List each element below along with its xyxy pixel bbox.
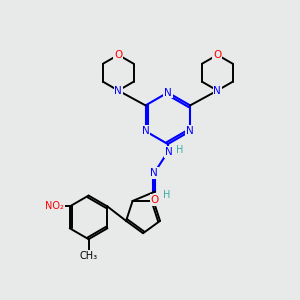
Text: H: H (176, 145, 183, 155)
Text: NO₂: NO₂ (45, 202, 64, 212)
Text: N: N (150, 168, 158, 178)
Text: O: O (114, 50, 122, 60)
Text: H: H (163, 190, 170, 200)
Text: N: N (214, 85, 221, 96)
Text: N: N (164, 88, 172, 98)
Text: CH₃: CH₃ (80, 251, 98, 261)
Text: O: O (150, 195, 159, 205)
Text: N: N (165, 147, 173, 157)
Text: N: N (186, 126, 194, 136)
Text: N: N (114, 85, 122, 96)
Text: O: O (213, 50, 221, 60)
Text: N: N (142, 126, 149, 136)
